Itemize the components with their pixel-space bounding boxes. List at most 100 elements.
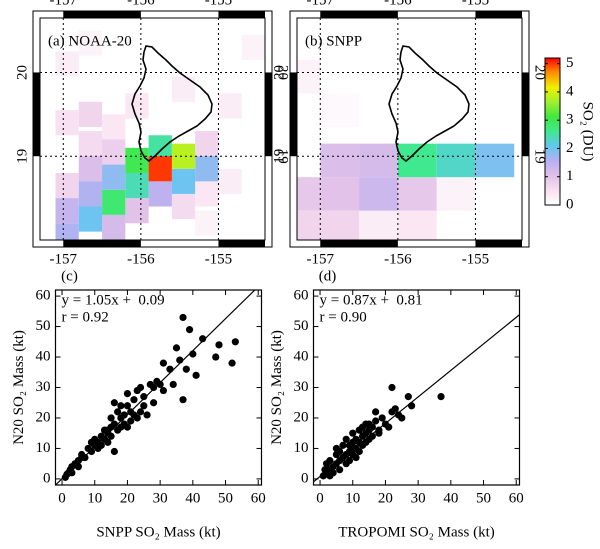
plot-area xyxy=(55,290,256,485)
y-tick-label: 40 xyxy=(36,348,51,364)
colorbar-label: SO₂ (DU) xyxy=(580,102,596,162)
tile xyxy=(297,177,321,211)
tile xyxy=(78,206,103,232)
x-tick-label: -156 xyxy=(127,251,155,267)
x-tick-label: -157 xyxy=(307,251,335,267)
y-tick-label: 60 xyxy=(36,288,51,304)
colorbar-tick-label: 2 xyxy=(566,140,574,156)
y-tick-label: 50 xyxy=(36,318,51,334)
point xyxy=(362,438,370,446)
y-tick-label: 0 xyxy=(301,470,309,486)
x-tick-label: 10 xyxy=(87,490,102,506)
tile xyxy=(55,223,79,240)
tile xyxy=(171,143,196,169)
point xyxy=(231,338,239,346)
point xyxy=(189,350,197,358)
point xyxy=(110,447,118,456)
point xyxy=(123,389,132,398)
tile xyxy=(55,110,79,136)
point xyxy=(130,396,138,404)
tile xyxy=(102,164,126,190)
point xyxy=(365,420,373,428)
y-tick-label: 30 xyxy=(294,379,309,395)
tile xyxy=(436,177,476,211)
tile xyxy=(320,93,360,127)
point xyxy=(68,469,76,477)
point xyxy=(437,393,445,401)
y-tick-label: 50 xyxy=(294,318,309,334)
frame-segment xyxy=(522,72,529,157)
point xyxy=(159,386,168,395)
point xyxy=(391,405,399,413)
y-tick-label: 19 xyxy=(14,149,30,164)
y-tick-label: 40 xyxy=(294,348,309,364)
y-tick-label: 10 xyxy=(294,440,309,456)
x-tick-label: 30 xyxy=(411,490,426,506)
tile xyxy=(359,177,398,211)
point xyxy=(215,341,223,349)
y-axis-label: N20 SO₂ Mass (kt) xyxy=(11,330,27,445)
tile xyxy=(171,168,196,194)
point xyxy=(156,380,164,389)
point xyxy=(404,393,412,401)
point xyxy=(385,423,393,431)
point xyxy=(169,380,177,389)
point xyxy=(182,365,190,373)
panel-title: (c) xyxy=(61,268,78,284)
y-tick-label: 20 xyxy=(532,65,548,80)
y-tick-label: 0 xyxy=(43,470,51,486)
point xyxy=(358,423,367,431)
plot-area xyxy=(313,314,520,483)
tile xyxy=(102,139,126,165)
x-tick-label: -156 xyxy=(384,251,412,267)
x-tick-label: 0 xyxy=(58,490,66,506)
point xyxy=(176,356,184,364)
x-tick-label: 60 xyxy=(509,490,524,506)
tile xyxy=(148,135,172,161)
tile xyxy=(195,131,219,157)
panel-title: (b) SNPP xyxy=(305,33,362,49)
point xyxy=(398,414,406,422)
frame-segment xyxy=(265,72,272,157)
x-axis-label: TROPOMI SO₂ Mass (kt) xyxy=(338,524,495,540)
point xyxy=(140,393,148,401)
point xyxy=(104,438,112,446)
tile xyxy=(195,210,219,236)
colorbar-tick-label: 0 xyxy=(566,196,574,212)
tile xyxy=(359,143,398,178)
x-tick-label: 20 xyxy=(120,490,135,506)
point xyxy=(179,313,187,322)
y-tick-label: 20 xyxy=(294,409,309,425)
point xyxy=(114,408,122,416)
point xyxy=(372,408,380,416)
tile xyxy=(397,143,437,178)
x-tick-label: 10 xyxy=(345,490,360,506)
point xyxy=(352,453,360,462)
tile xyxy=(102,114,126,140)
tile xyxy=(297,210,321,240)
x-tick-label: -157 xyxy=(50,251,78,267)
point xyxy=(228,359,236,367)
tile xyxy=(55,198,79,224)
point xyxy=(199,335,207,343)
x-tick-label: 50 xyxy=(218,490,233,506)
tile xyxy=(102,214,126,240)
x-tick-label: -155 xyxy=(205,251,233,267)
point xyxy=(172,344,181,352)
point xyxy=(212,353,220,361)
point xyxy=(120,411,128,419)
x-tick-label: 60 xyxy=(251,490,266,506)
point xyxy=(372,417,380,425)
tile xyxy=(218,93,242,119)
point xyxy=(136,408,145,416)
point xyxy=(133,414,141,422)
tile xyxy=(171,193,196,220)
frame-segment xyxy=(33,72,40,157)
point xyxy=(97,441,105,449)
point xyxy=(87,447,96,456)
point xyxy=(143,411,151,419)
frame-segment xyxy=(218,240,265,247)
x-tick-label: -156 xyxy=(384,0,412,8)
point xyxy=(110,420,118,428)
x-tick-label: 50 xyxy=(476,490,491,506)
